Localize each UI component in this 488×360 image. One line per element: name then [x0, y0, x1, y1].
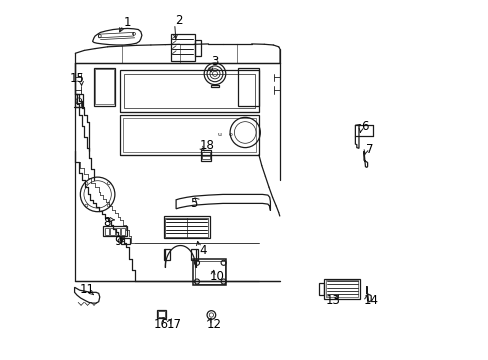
- Text: 7: 7: [366, 143, 373, 156]
- Text: 11: 11: [79, 283, 94, 296]
- Text: 8: 8: [103, 216, 110, 229]
- Bar: [191, 249, 197, 260]
- Text: 2: 2: [175, 14, 183, 27]
- Bar: [115, 228, 120, 235]
- Text: 6: 6: [361, 120, 368, 133]
- Text: 9: 9: [114, 235, 122, 248]
- Bar: [158, 311, 165, 317]
- Text: 18: 18: [199, 139, 214, 152]
- Text: 5: 5: [189, 197, 197, 210]
- Bar: [110, 228, 114, 235]
- Text: u: u: [217, 132, 221, 138]
- Bar: [170, 34, 195, 61]
- Text: 14: 14: [363, 294, 378, 307]
- Bar: [120, 115, 258, 155]
- Bar: [104, 228, 109, 235]
- Bar: [157, 310, 166, 318]
- Bar: [201, 152, 210, 159]
- Text: 3: 3: [211, 55, 218, 68]
- Text: 15: 15: [69, 72, 84, 85]
- Text: 17: 17: [166, 318, 182, 330]
- Bar: [324, 279, 359, 299]
- Bar: [95, 69, 114, 104]
- Bar: [200, 150, 211, 161]
- Bar: [165, 218, 208, 237]
- Bar: [123, 74, 255, 108]
- Text: 4: 4: [199, 244, 206, 257]
- Bar: [193, 259, 226, 285]
- Bar: [103, 226, 126, 236]
- Text: 12: 12: [206, 318, 221, 330]
- Text: o: o: [228, 132, 232, 138]
- Bar: [123, 118, 256, 152]
- Bar: [325, 280, 358, 297]
- Text: 16: 16: [153, 318, 168, 330]
- Bar: [75, 94, 83, 107]
- Text: 13: 13: [325, 294, 340, 307]
- Bar: [120, 70, 258, 112]
- Bar: [121, 228, 125, 235]
- Bar: [94, 68, 115, 106]
- Bar: [194, 261, 224, 284]
- Text: 1: 1: [123, 16, 131, 29]
- Bar: [163, 249, 170, 260]
- Text: 10: 10: [210, 270, 224, 283]
- Bar: [121, 238, 130, 244]
- Bar: [238, 68, 258, 106]
- Bar: [163, 216, 210, 238]
